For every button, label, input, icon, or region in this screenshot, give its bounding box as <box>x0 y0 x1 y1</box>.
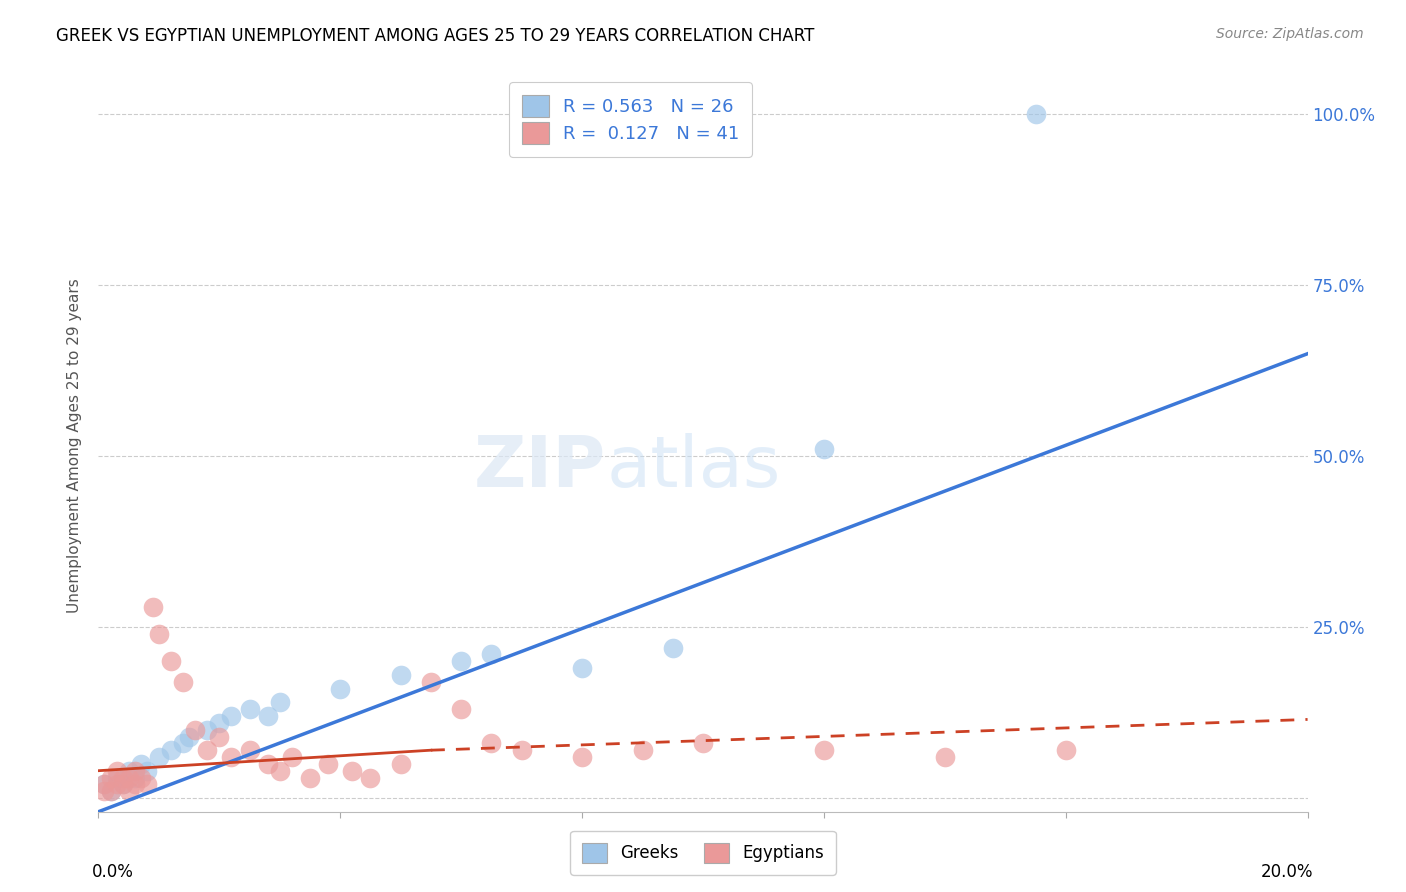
Point <box>129 756 152 771</box>
Point <box>269 764 291 778</box>
Point <box>631 743 654 757</box>
Point <box>450 654 472 668</box>
Point <box>148 750 170 764</box>
Point <box>111 777 134 791</box>
Point <box>111 771 134 785</box>
Point <box>142 599 165 614</box>
Point <box>342 764 364 778</box>
Text: 0.0%: 0.0% <box>93 863 134 881</box>
Point <box>420 674 443 689</box>
Point <box>160 654 183 668</box>
Point <box>105 764 128 778</box>
Point <box>316 756 339 771</box>
Point <box>481 648 503 662</box>
Point <box>135 764 157 778</box>
Point <box>195 723 218 737</box>
Point <box>934 750 956 764</box>
Point <box>172 674 194 689</box>
Point <box>124 777 146 791</box>
Point <box>239 743 262 757</box>
Point <box>510 743 533 757</box>
Point <box>100 771 122 785</box>
Point <box>93 777 115 791</box>
Point <box>692 736 714 750</box>
Point <box>118 784 141 798</box>
Point <box>239 702 262 716</box>
Point <box>129 771 152 785</box>
Point <box>93 777 115 791</box>
Text: GREEK VS EGYPTIAN UNEMPLOYMENT AMONG AGES 25 TO 29 YEARS CORRELATION CHART: GREEK VS EGYPTIAN UNEMPLOYMENT AMONG AGE… <box>56 27 814 45</box>
Point <box>100 784 122 798</box>
Point <box>269 695 291 709</box>
Point <box>195 743 218 757</box>
Point <box>118 771 141 785</box>
Point <box>389 756 412 771</box>
Point <box>450 702 472 716</box>
Point <box>571 661 593 675</box>
Point <box>208 715 231 730</box>
Point <box>221 750 243 764</box>
Point <box>124 771 146 785</box>
Point <box>813 442 835 457</box>
Point <box>571 750 593 764</box>
Point <box>256 709 278 723</box>
Point <box>184 723 207 737</box>
Text: ZIP: ZIP <box>474 434 606 502</box>
Point <box>329 681 352 696</box>
Point <box>172 736 194 750</box>
Point <box>299 771 322 785</box>
Point <box>389 668 412 682</box>
Point <box>118 764 141 778</box>
Text: Source: ZipAtlas.com: Source: ZipAtlas.com <box>1216 27 1364 41</box>
Point <box>813 743 835 757</box>
Point <box>481 736 503 750</box>
Point <box>1054 743 1077 757</box>
Point <box>281 750 304 764</box>
Text: 20.0%: 20.0% <box>1261 863 1313 881</box>
Point <box>179 730 201 744</box>
Point <box>208 730 231 744</box>
Point <box>160 743 183 757</box>
Text: atlas: atlas <box>606 434 780 502</box>
Point <box>100 784 122 798</box>
Point <box>256 756 278 771</box>
Legend: R = 0.563   N = 26, R =  0.127   N = 41: R = 0.563 N = 26, R = 0.127 N = 41 <box>509 82 752 157</box>
Point <box>221 709 243 723</box>
Point <box>135 777 157 791</box>
Point <box>105 777 128 791</box>
Point <box>111 777 134 791</box>
Point <box>148 627 170 641</box>
Legend: Greeks, Egyptians: Greeks, Egyptians <box>571 831 835 875</box>
Point <box>105 771 128 785</box>
Point <box>124 764 146 778</box>
Point <box>1024 107 1046 121</box>
Point <box>360 771 382 785</box>
Point <box>93 784 115 798</box>
Point <box>661 640 683 655</box>
Y-axis label: Unemployment Among Ages 25 to 29 years: Unemployment Among Ages 25 to 29 years <box>67 278 83 614</box>
